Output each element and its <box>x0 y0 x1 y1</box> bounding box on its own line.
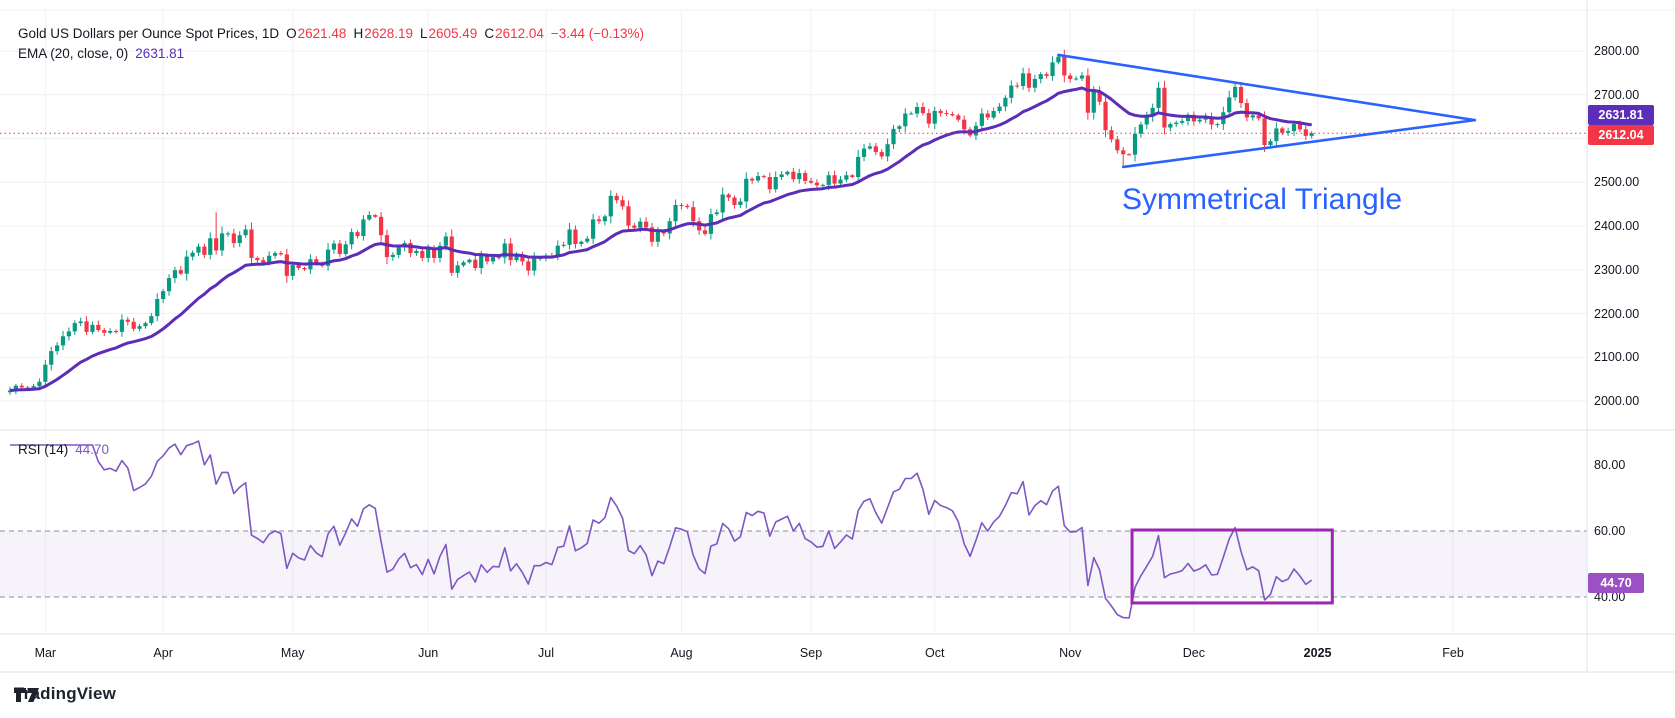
change-value: −3.44 (−0.13%) <box>550 26 644 41</box>
time-tick-label: Feb <box>1442 646 1464 660</box>
rsi-tick-label: 60.00 <box>1594 524 1626 538</box>
ohlc-close: C 2612.04 <box>484 26 544 41</box>
tradingview-logo[interactable]: TradingView <box>14 684 116 704</box>
time-tick-label: Oct <box>924 646 945 660</box>
rsi-label: RSI (14) <box>18 442 69 457</box>
rsi-tick-label: 80.00 <box>1594 458 1626 472</box>
ohlc-low: L 2605.49 <box>420 26 478 41</box>
time-tick-label: Apr <box>153 646 173 660</box>
symmetrical-triangle-drawing[interactable] <box>1057 53 1477 169</box>
time-axis[interactable]: Mar Apr May Jun Jul Aug Sep Oct Nov Dec 2025 Feb <box>0 646 1675 668</box>
rsi-axis[interactable]: 80.00 60.00 40.00 <box>0 430 1675 634</box>
time-tick-label: Jul <box>537 646 554 660</box>
price-tick-label: 2100.00 <box>1594 350 1640 365</box>
rsi-tick-label: 40.00 <box>1594 590 1626 604</box>
price-tick-label: 2700.00 <box>1594 87 1640 102</box>
price-tick-label: 2200.00 <box>1594 306 1640 321</box>
ohlc-open: O 2621.48 <box>286 26 347 41</box>
time-tick-label: May <box>280 646 305 660</box>
time-tick-label: Dec <box>1182 646 1205 660</box>
symmetrical-triangle-label[interactable]: Symmetrical Triangle <box>1121 183 1403 216</box>
price-tick-label: 2800.00 <box>1594 44 1640 58</box>
last-price-badge: 2612.04 <box>1588 125 1654 145</box>
time-tick-label: Sep <box>799 646 823 660</box>
pane-separators <box>0 0 1675 673</box>
ema-price-badge: 2631.81 <box>1588 105 1654 125</box>
ema-line <box>9 86 1312 392</box>
price-tick-label: 2300.00 <box>1594 262 1640 277</box>
ema-value: 2631.81 <box>135 46 185 61</box>
rsi-band <box>0 530 1587 598</box>
trendline-lower <box>1121 118 1477 169</box>
rsi-value: 44.70 <box>75 442 110 457</box>
rsi-line <box>10 440 1313 619</box>
trendline-upper <box>1057 53 1477 122</box>
price-tick-label: 2400.00 <box>1594 219 1640 233</box>
rsi-legend-row[interactable]: RSI (14) 44.70 <box>18 442 109 457</box>
symbol-legend-row[interactable]: Gold US Dollars per Ounce Spot Prices, 1… <box>18 26 644 41</box>
rsi-value-badge: 44.70 <box>1588 573 1644 593</box>
symbol-title: Gold US Dollars per Ounce Spot Prices, 1… <box>18 26 280 41</box>
time-tick-label: Nov <box>1059 646 1082 660</box>
time-tick-label: Mar <box>34 646 57 660</box>
time-tick-label: Aug <box>670 646 693 660</box>
price-tick-label: 2000.00 <box>1594 394 1640 408</box>
grid-lines <box>0 9 1675 634</box>
time-tick-label: 2025 <box>1303 646 1332 660</box>
price-axis[interactable]: 2800.00 2700.00 2500.00 2400.00 2300.00 2200.… <box>0 0 1675 430</box>
tradingview-mark-icon <box>14 688 39 702</box>
ema-legend-row[interactable]: EMA (20, close, 0) 2631.81 <box>18 46 184 61</box>
time-tick-label: Jun <box>418 646 439 660</box>
candlestick-series <box>7 49 1314 395</box>
brand-name: TradingView <box>14 684 117 703</box>
ohlc-high: H 2628.19 <box>353 26 413 41</box>
rsi-highlight-box[interactable] <box>1130 528 1334 605</box>
ema-label: EMA (20, close, 0) <box>18 46 129 61</box>
price-tick-label: 2500.00 <box>1594 175 1640 190</box>
